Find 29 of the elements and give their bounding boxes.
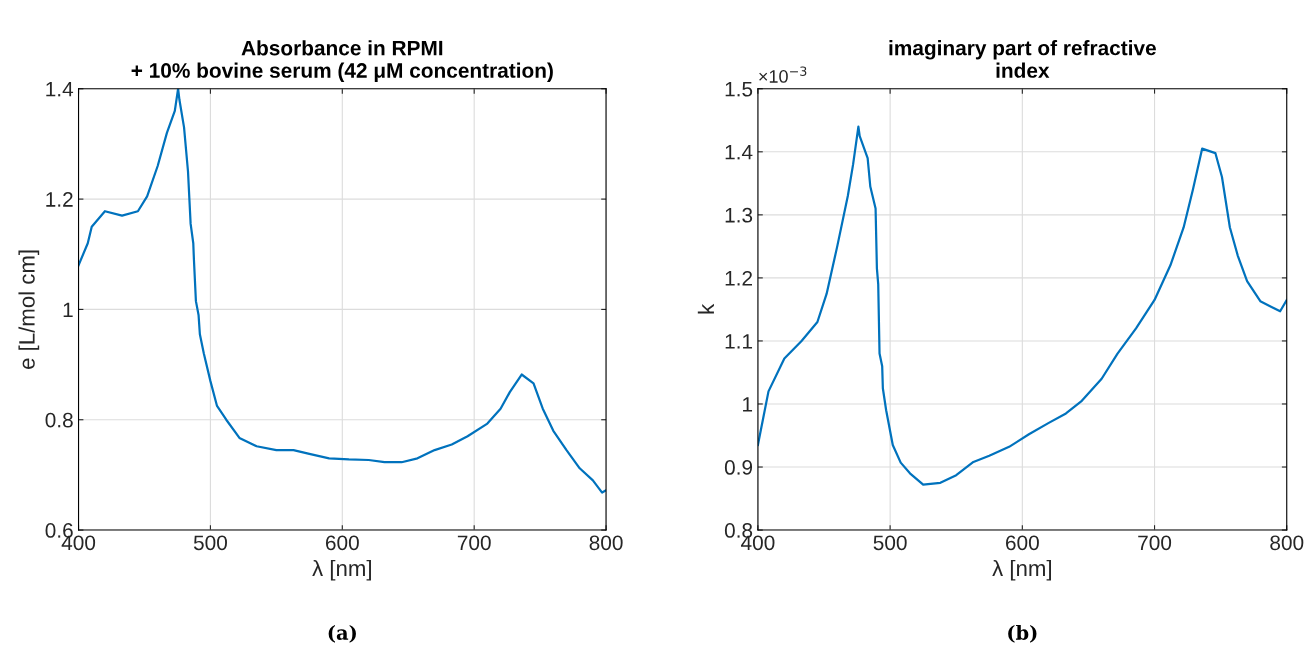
x-axis-title: λ [nm] xyxy=(312,559,371,581)
x-tick-label: 500 xyxy=(193,535,227,551)
y-tick-label: 1 xyxy=(743,397,753,412)
x-axis-title: λ [nm] xyxy=(992,559,1051,581)
y-tick-label: 1.5 xyxy=(725,81,753,97)
y-tick-label: 1.3 xyxy=(725,207,753,223)
line-series xyxy=(757,125,1287,486)
text: (a) xyxy=(328,624,356,643)
x-tick-label: 700 xyxy=(457,535,491,551)
x-tick-label: 600 xyxy=(325,535,359,551)
chart-title: Absorbance in RPMI + 10% bovine serum (42 μM concentration) xyxy=(131,40,553,82)
y-tick-label: 1.2 xyxy=(46,192,73,207)
y-tick-label: 1.1 xyxy=(725,334,753,349)
y-tick-label: 0.8 xyxy=(45,412,73,428)
y-tick-label: 1 xyxy=(63,302,73,317)
x-tick-label: 600 xyxy=(1006,535,1039,551)
chart-title: imaginary part of refractive index xyxy=(889,40,1156,78)
y-tick-label: 1.2 xyxy=(725,270,753,286)
x-tick-label: 500 xyxy=(873,535,907,551)
x-tick-label: 800 xyxy=(589,535,623,551)
y-tick-label: 1.4 xyxy=(725,145,753,160)
text: (b) xyxy=(1008,624,1037,643)
y-axis-title: e [L/mol cm] xyxy=(18,250,40,369)
x-tick-label: 700 xyxy=(1138,535,1172,551)
y-axis-title: k xyxy=(697,303,714,314)
y-tick-label: 1.4 xyxy=(46,81,74,97)
text: ×10$^{−3}$ xyxy=(759,66,807,83)
x-tick-label: 800 xyxy=(1270,535,1304,551)
y-tick-label: 0.9 xyxy=(724,460,753,475)
